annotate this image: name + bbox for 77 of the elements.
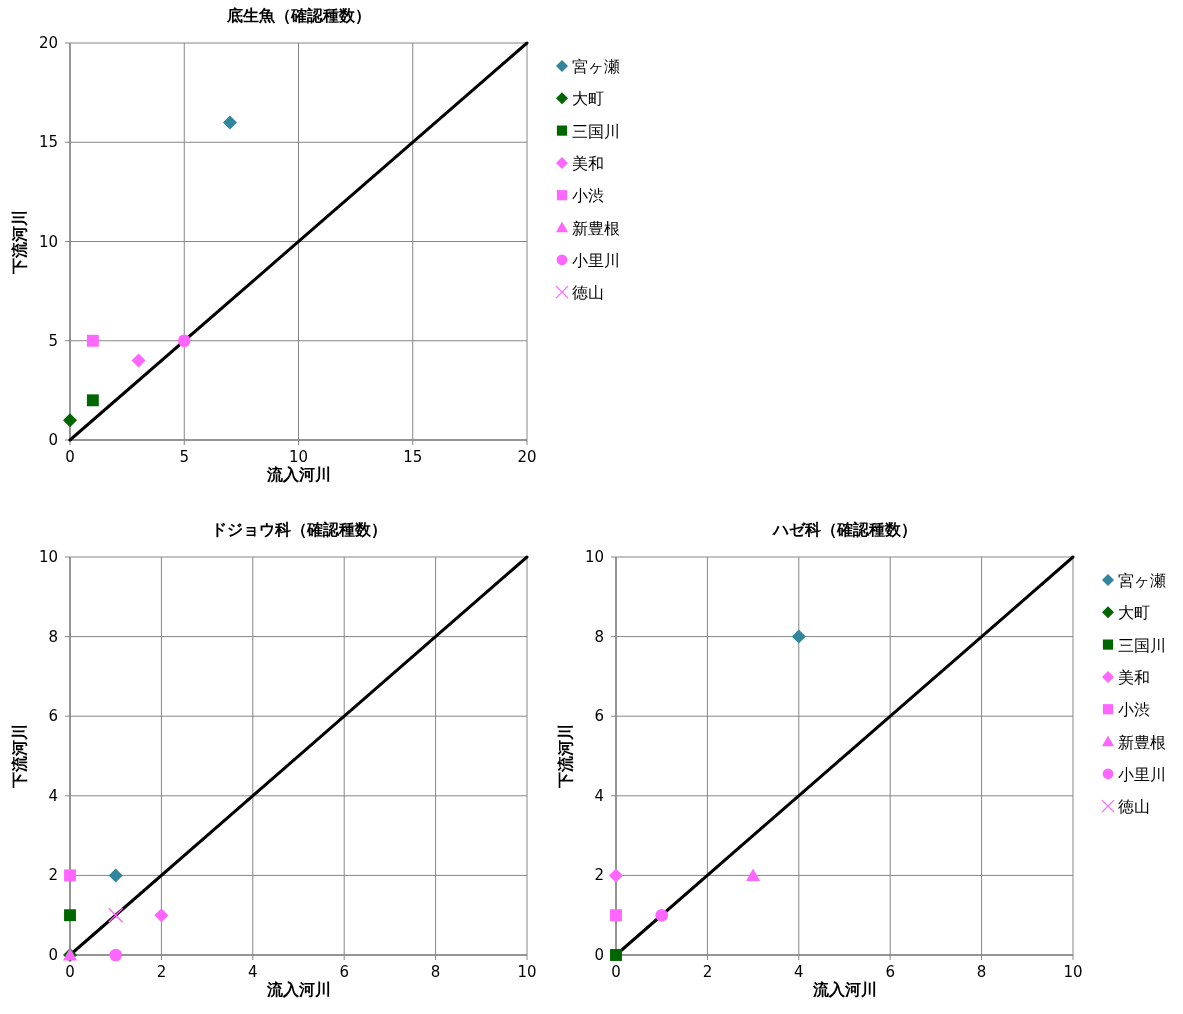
x-axis-title: 流入河川 bbox=[265, 980, 331, 999]
x-axis-title: 流入河川 bbox=[811, 980, 877, 999]
x-tick-label: 8 bbox=[976, 963, 987, 981]
y-tick-label: 4 bbox=[48, 786, 58, 805]
point bbox=[222, 115, 237, 130]
point bbox=[609, 868, 623, 883]
y-tick-label: 10 bbox=[38, 548, 58, 566]
y-tick-label: 6 bbox=[48, 707, 58, 726]
legend-label: 小渋 bbox=[1118, 700, 1150, 720]
legend-label: 宮ヶ瀬 bbox=[1118, 571, 1166, 590]
y-tick-label: 5 bbox=[48, 331, 58, 350]
legend-label: 小渋 bbox=[572, 186, 604, 206]
point bbox=[64, 909, 76, 922]
point bbox=[655, 908, 668, 922]
x-tick-label: 5 bbox=[179, 448, 190, 466]
y-tick-label: 0 bbox=[48, 946, 58, 964]
legend-label: 徳山 bbox=[1118, 797, 1150, 817]
x-tick-label: 15 bbox=[403, 448, 423, 466]
point bbox=[746, 868, 761, 881]
x-tick-label: 0 bbox=[65, 963, 75, 981]
x-tick-label: 4 bbox=[248, 963, 258, 981]
chart-title: ハゼ科（確認種数） bbox=[771, 520, 917, 539]
point bbox=[86, 394, 99, 407]
point bbox=[610, 909, 622, 922]
x-tick-label: 0 bbox=[611, 963, 621, 981]
x-tick-label: 10 bbox=[1063, 963, 1083, 981]
legend-label: 小里川 bbox=[572, 250, 620, 270]
point bbox=[177, 334, 191, 348]
y-axis-title: 下流河川 bbox=[556, 724, 575, 789]
legend-label: 新豊根 bbox=[572, 218, 620, 238]
y-tick-label: 8 bbox=[48, 627, 58, 646]
x-tick-label: 2 bbox=[156, 963, 167, 981]
y-tick-label: 8 bbox=[594, 627, 604, 646]
point bbox=[108, 907, 124, 923]
y-tick-label: 10 bbox=[38, 232, 58, 251]
point bbox=[109, 948, 122, 962]
x-tick-label: 4 bbox=[794, 963, 804, 981]
y-tick-label: 6 bbox=[594, 707, 604, 726]
point bbox=[108, 868, 123, 883]
point bbox=[86, 334, 99, 347]
x-tick-label: 0 bbox=[65, 448, 75, 466]
y-tick-label: 10 bbox=[584, 548, 604, 566]
legend-label: 大町 bbox=[1118, 603, 1150, 623]
legend-label: 三国川 bbox=[1118, 635, 1166, 655]
y-tick-label: 0 bbox=[48, 431, 58, 449]
x-tick-label: 10 bbox=[517, 963, 537, 981]
y-axis-title: 下流河川 bbox=[10, 209, 29, 275]
x-tick-label: 6 bbox=[885, 963, 895, 981]
x-tick-label: 2 bbox=[702, 963, 713, 981]
x-tick-label: 20 bbox=[517, 448, 537, 466]
legend-label: 宮ヶ瀬 bbox=[572, 57, 620, 76]
legend-label: 美和 bbox=[1118, 667, 1150, 687]
y-axis-title: 下流河川 bbox=[10, 724, 29, 789]
y-tick-label: 4 bbox=[594, 786, 604, 805]
legend-label: 小里川 bbox=[1118, 764, 1166, 784]
point bbox=[64, 869, 76, 882]
x-tick-label: 6 bbox=[339, 963, 349, 981]
x-tick-label: 8 bbox=[430, 963, 441, 981]
legend-label: 大町 bbox=[572, 89, 604, 109]
y-tick-label: 20 bbox=[38, 34, 58, 52]
chart-title: ドジョウ科（確認種数） bbox=[210, 520, 387, 539]
y-tick-label: 0 bbox=[594, 946, 604, 964]
x-tick-label: 10 bbox=[288, 448, 309, 466]
point bbox=[154, 908, 169, 923]
y-tick-label: 2 bbox=[48, 866, 58, 885]
y-tick-label: 2 bbox=[594, 866, 604, 885]
x-axis-title: 流入河川 bbox=[265, 465, 331, 484]
point bbox=[131, 353, 146, 368]
point bbox=[791, 629, 806, 644]
point bbox=[63, 413, 77, 428]
legend-label: 美和 bbox=[572, 153, 604, 173]
legend-label: 三国川 bbox=[572, 121, 620, 141]
point bbox=[610, 949, 622, 961]
legend-label: 徳山 bbox=[572, 283, 604, 303]
y-tick-label: 15 bbox=[38, 133, 58, 152]
chart-title: 底生魚（確認種数） bbox=[225, 6, 371, 25]
legend-label: 新豊根 bbox=[1118, 732, 1166, 752]
